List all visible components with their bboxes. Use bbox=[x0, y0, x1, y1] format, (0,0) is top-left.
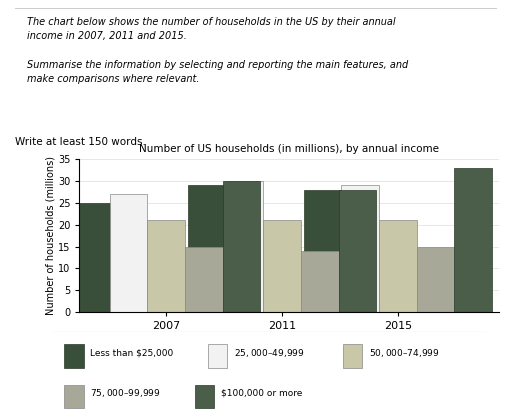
Text: $50,000–$74,999: $50,000–$74,999 bbox=[369, 347, 439, 359]
Text: Write at least 150 words.: Write at least 150 words. bbox=[15, 137, 146, 147]
Bar bbox=[185, 247, 223, 312]
FancyBboxPatch shape bbox=[11, 7, 501, 131]
Bar bbox=[226, 181, 263, 312]
Text: The chart below shows the number of households in the US by their annual
income : The chart below shows the number of hous… bbox=[28, 17, 409, 85]
Bar bbox=[110, 194, 147, 312]
Bar bbox=[417, 247, 454, 312]
Bar bbox=[72, 203, 110, 312]
Bar bbox=[343, 344, 362, 368]
Bar bbox=[188, 186, 226, 312]
Bar bbox=[223, 181, 260, 312]
FancyBboxPatch shape bbox=[47, 330, 490, 416]
Bar bbox=[454, 168, 492, 312]
Bar bbox=[147, 220, 185, 312]
Text: $75,000–$99,999: $75,000–$99,999 bbox=[90, 387, 161, 399]
Bar bbox=[379, 220, 417, 312]
Bar bbox=[304, 190, 342, 312]
Bar bbox=[65, 385, 84, 408]
Bar bbox=[65, 344, 84, 368]
Text: $25,000–$49,999: $25,000–$49,999 bbox=[234, 347, 305, 359]
Bar bbox=[342, 186, 379, 312]
Text: Less than $25,000: Less than $25,000 bbox=[90, 348, 174, 357]
Bar bbox=[338, 190, 376, 312]
Y-axis label: Number of households (millions): Number of households (millions) bbox=[45, 156, 55, 315]
Bar bbox=[208, 344, 227, 368]
X-axis label: Year: Year bbox=[278, 335, 301, 345]
Bar bbox=[195, 385, 215, 408]
Bar bbox=[263, 220, 301, 312]
Text: $100,000 or more: $100,000 or more bbox=[221, 388, 302, 398]
Title: Number of US households (in millions), by annual income: Number of US households (in millions), b… bbox=[139, 144, 439, 154]
Bar bbox=[301, 251, 338, 312]
